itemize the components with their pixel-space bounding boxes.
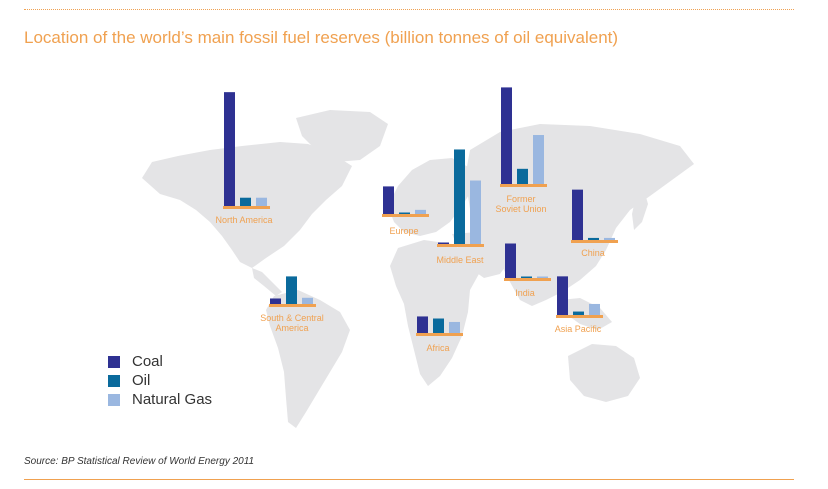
region-label-europe: Europe bbox=[389, 226, 418, 236]
bar-europe-coal bbox=[383, 186, 394, 214]
legend-label-oil: Oil bbox=[132, 372, 151, 389]
bar-layer bbox=[223, 87, 618, 336]
legend-label-natural-gas: Natural Gas bbox=[132, 391, 213, 408]
bar-north-america-natural-gas bbox=[256, 197, 267, 206]
region-label-china: China bbox=[581, 248, 605, 258]
region-label-middle-east: Middle East bbox=[436, 255, 484, 265]
bar-africa-coal bbox=[417, 316, 428, 333]
bar-india-oil bbox=[521, 276, 532, 278]
bar-africa-natural-gas bbox=[449, 321, 460, 333]
bar-middle-east-oil bbox=[454, 149, 465, 244]
legend-item-natural-gas: Natural Gas bbox=[108, 390, 212, 409]
source-note: Source: BP Statistical Review of World E… bbox=[24, 456, 255, 467]
southeast-asia-landmass bbox=[560, 298, 612, 330]
baseline-south-central-america bbox=[269, 304, 316, 307]
africa-landmass bbox=[390, 240, 480, 386]
bar-south-central-america-natural-gas bbox=[302, 297, 313, 304]
bar-europe-natural-gas bbox=[415, 209, 426, 214]
legend: Coal Oil Natural Gas bbox=[108, 352, 212, 409]
baseline-china bbox=[571, 240, 618, 243]
bar-asia-pacific-coal bbox=[557, 276, 568, 315]
legend-swatch-oil bbox=[108, 374, 120, 387]
bar-former-soviet-union-natural-gas bbox=[533, 135, 544, 184]
bar-china-natural-gas bbox=[604, 237, 615, 240]
bar-china-oil bbox=[588, 237, 599, 240]
central-america-landmass bbox=[252, 268, 282, 296]
japan-landmass bbox=[632, 190, 648, 230]
region-label-former-soviet-union: Former Soviet Union bbox=[495, 194, 546, 214]
region-label-layer: North America Europe Middle East Former Sovi… bbox=[215, 194, 604, 353]
bar-north-america-oil bbox=[240, 197, 251, 206]
bar-china-coal bbox=[572, 189, 583, 240]
top-dotted-rule bbox=[24, 9, 794, 10]
baseline-asia-pacific bbox=[556, 315, 603, 318]
legend-label-coal: Coal bbox=[132, 353, 163, 370]
bar-asia-pacific-natural-gas bbox=[589, 303, 600, 315]
legend-item-coal: Coal bbox=[108, 352, 212, 371]
bar-india-natural-gas bbox=[537, 276, 548, 278]
bar-asia-pacific-oil bbox=[573, 311, 584, 315]
region-label-north-america: North America bbox=[215, 215, 272, 225]
bar-middle-east-natural-gas bbox=[470, 180, 481, 244]
region-label-asia-pacific: Asia Pacific bbox=[555, 324, 602, 334]
legend-item-oil: Oil bbox=[108, 371, 212, 390]
legend-swatch-natural-gas bbox=[108, 393, 120, 406]
bar-europe-oil bbox=[399, 212, 410, 214]
bar-india-coal bbox=[505, 243, 516, 278]
greenland-landmass bbox=[296, 110, 388, 162]
bottom-rule bbox=[24, 479, 794, 480]
bar-africa-oil bbox=[433, 318, 444, 333]
australia-landmass bbox=[568, 344, 640, 402]
baseline-europe bbox=[382, 214, 429, 217]
region-label-india: India bbox=[515, 288, 535, 298]
baseline-africa bbox=[416, 333, 463, 336]
bar-south-central-america-oil bbox=[286, 276, 297, 304]
bar-middle-east-coal bbox=[438, 242, 449, 244]
chart-title: Location of the world’s main fossil fuel… bbox=[24, 28, 619, 47]
bar-former-soviet-union-coal bbox=[501, 87, 512, 184]
legend-swatch-coal bbox=[108, 355, 120, 368]
south-america-landmass bbox=[266, 290, 350, 428]
bar-north-america-coal bbox=[224, 92, 235, 206]
region-label-africa: Africa bbox=[426, 343, 449, 353]
bar-south-central-america-coal bbox=[270, 298, 281, 304]
region-label-south-central-america: South & Central America bbox=[260, 313, 324, 333]
baseline-former-soviet-union bbox=[500, 184, 547, 187]
baseline-india bbox=[504, 278, 551, 281]
bar-former-soviet-union-oil bbox=[517, 168, 528, 184]
baseline-north-america bbox=[223, 206, 270, 209]
baseline-middle-east bbox=[437, 244, 484, 247]
